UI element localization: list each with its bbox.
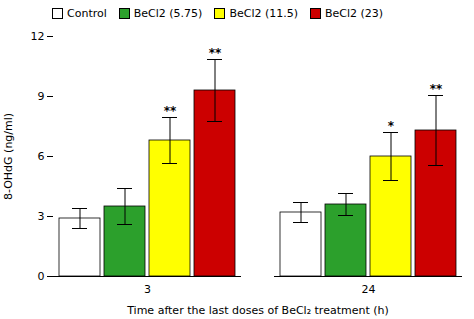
svg-text:*: * <box>388 119 395 133</box>
svg-text:12: 12 <box>31 30 45 43</box>
html-text:BeCl2 (5.75): BeCl2 (5.75) <box>133 6 203 20</box>
svg-text:**: ** <box>209 46 222 60</box>
svg-text:**: ** <box>430 82 443 96</box>
html-text:Control: Control <box>67 6 107 20</box>
svg-text:3: 3 <box>144 283 151 296</box>
svg-text:**: ** <box>164 104 177 118</box>
html-text:BeCl2 (11.5): BeCl2 (11.5) <box>229 6 298 20</box>
svg-text:3: 3 <box>38 210 45 223</box>
svg-text:9: 9 <box>38 90 45 103</box>
svg-text:6: 6 <box>38 150 45 163</box>
svg-text:8-OHdG (ng/ml): 8-OHdG (ng/ml) <box>2 113 15 200</box>
html-text:BeCl2 (23): BeCl2 (23) <box>325 6 384 20</box>
svg-text:24: 24 <box>362 283 376 296</box>
svg-text:Time after the last doses of B: Time after the last doses of BeCl₂ treat… <box>126 304 389 317</box>
svg-text:0: 0 <box>38 270 45 283</box>
